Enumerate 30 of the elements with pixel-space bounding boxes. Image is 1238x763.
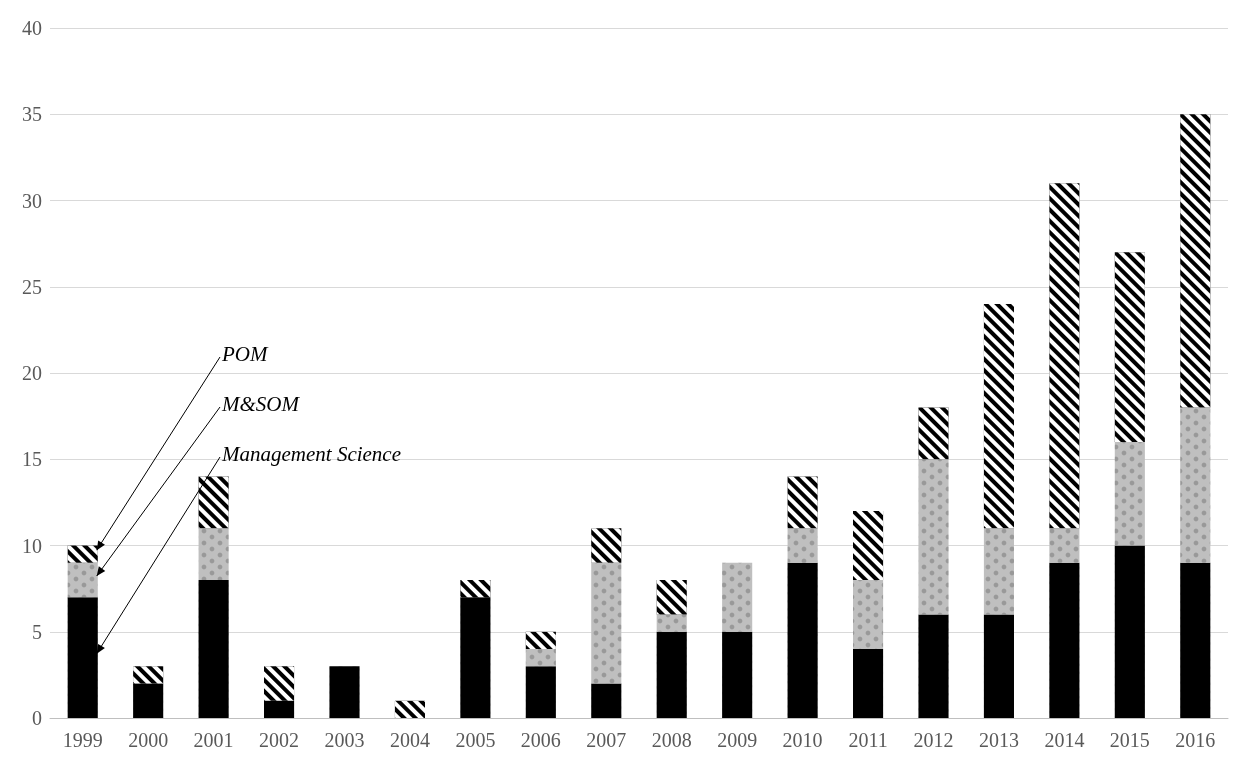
y-tick-label: 35 xyxy=(22,103,42,126)
x-tick-label: 2013 xyxy=(978,729,1019,751)
x-tick-label: 2016 xyxy=(1175,729,1216,751)
x-tick-label: 2006 xyxy=(520,729,561,751)
x-tick-label: 2005 xyxy=(455,729,496,751)
y-tick-label: 0 xyxy=(32,707,42,729)
x-tick-label: 2004 xyxy=(389,729,430,751)
y-tick-label: 30 xyxy=(22,189,42,212)
x-tick-label: 2009 xyxy=(717,729,758,751)
x-tick-label: 2001 xyxy=(193,729,234,751)
x-tick-label: 2008 xyxy=(651,729,692,751)
x-tick-label: 2012 xyxy=(913,729,954,751)
text: POM xyxy=(221,341,269,366)
x-tick-label: 1999 xyxy=(62,729,103,751)
text: M&SOM xyxy=(221,391,301,416)
x-tick-label: 2015 xyxy=(1109,729,1150,751)
x-tick-label: 2003 xyxy=(324,729,365,751)
y-tick-label: 20 xyxy=(22,362,42,384)
y-tick-label: 40 xyxy=(22,17,42,39)
x-tick-label: 2000 xyxy=(128,729,169,751)
y-tick-label: 5 xyxy=(32,620,42,643)
x-tick-label: 2002 xyxy=(259,729,300,751)
y-tick-label: 25 xyxy=(22,275,42,298)
x-tick-label: 2011 xyxy=(848,729,888,751)
x-tick-label: 2014 xyxy=(1044,729,1085,751)
x-tick-label: 2010 xyxy=(782,729,823,751)
y-tick-label: 10 xyxy=(22,534,42,557)
text: Management Science xyxy=(221,441,402,466)
y-tick-label: 15 xyxy=(22,448,42,471)
x-tick-label: 2007 xyxy=(586,729,627,751)
